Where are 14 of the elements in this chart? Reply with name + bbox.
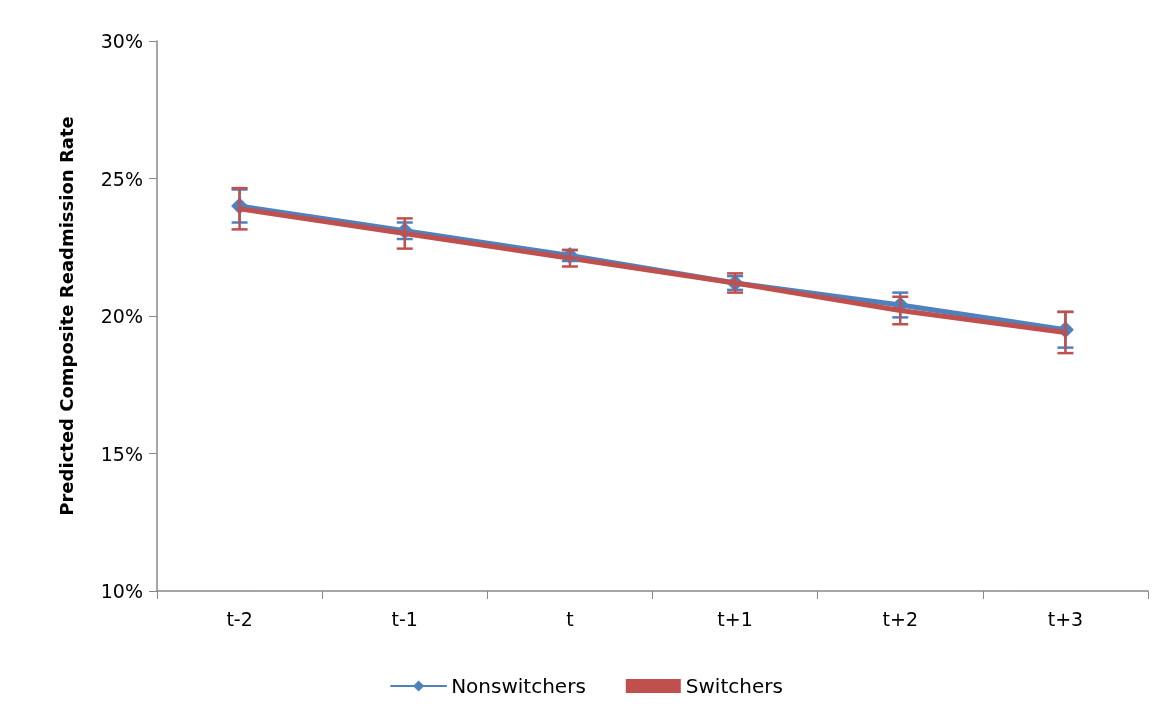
x-tick-label: t+1 (717, 607, 753, 630)
y-tick-label: 15% (100, 442, 143, 465)
y-axis-title: Predicted Composite Readmission Rate (55, 116, 77, 516)
x-tick-label: t+2 (882, 607, 918, 630)
legend-label: Switchers (685, 674, 783, 698)
x-tick-label: t-1 (391, 607, 418, 630)
y-tick-label: 20% (100, 305, 143, 327)
y-tick-label: 25% (100, 167, 143, 190)
x-tick-label: t (566, 607, 574, 630)
x-tick-label: t-2 (226, 607, 253, 630)
y-tick-label: 10% (100, 580, 143, 602)
x-tick-label: t+3 (1047, 607, 1084, 630)
y-tick-label: 30% (100, 30, 143, 52)
legend-label: Nonswitchers (451, 674, 586, 698)
